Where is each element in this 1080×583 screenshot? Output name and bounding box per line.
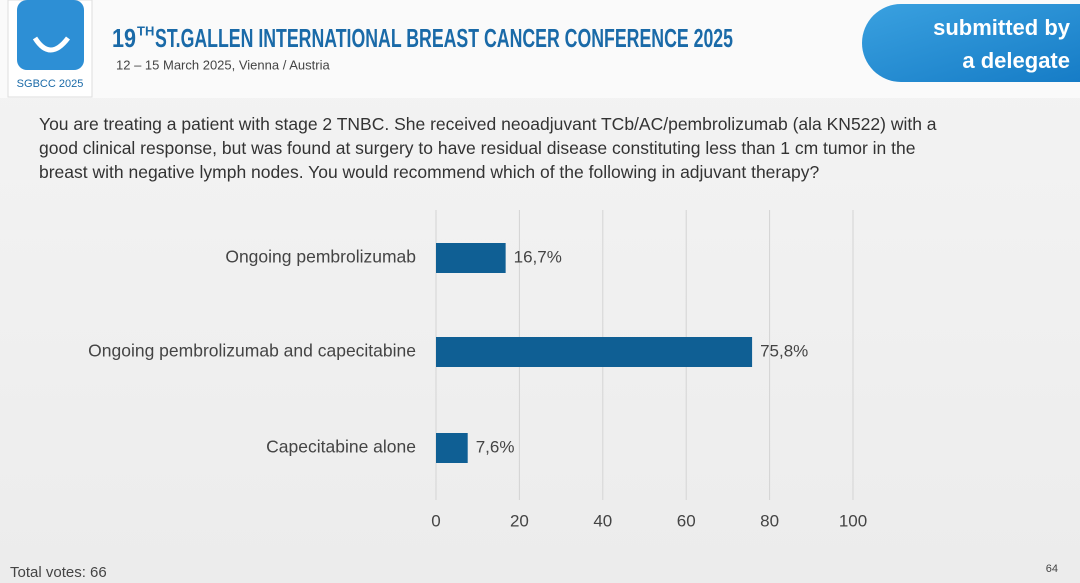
page-number: 64 — [1046, 563, 1058, 575]
bar — [436, 243, 506, 273]
y-tick-label: Capecitabine alone — [266, 437, 416, 457]
badge-line: a delegate — [962, 48, 1070, 73]
total-votes: Total votes: 66 — [10, 564, 107, 581]
title: ST.GALLEN INTERNATIONAL BREAST CANCER CO… — [155, 23, 733, 53]
logo-text: SGBCC 2025 — [17, 78, 84, 90]
logo-swoosh — [32, 36, 70, 53]
x-tick-label: 60 — [677, 511, 696, 530]
value-label: 75,8% — [760, 341, 808, 360]
title-number: 19 — [112, 23, 136, 53]
x-tick-label: 0 — [431, 511, 440, 530]
y-tick-label: Ongoing pembrolizumab and capecitabine — [88, 341, 416, 361]
badge — [862, 4, 1080, 82]
logo-icon — [17, 0, 84, 70]
x-tick-label: 20 — [510, 511, 529, 530]
x-tick-label: 100 — [839, 511, 867, 530]
x-tick-label: 40 — [593, 511, 612, 530]
value-label: 7,6% — [476, 437, 515, 456]
value-label: 16,7% — [514, 247, 562, 266]
title-suffix: TH — [137, 23, 154, 38]
badge-line: submitted by — [933, 15, 1071, 40]
y-tick-label: Ongoing pembrolizumab — [225, 247, 416, 267]
bar — [436, 433, 468, 463]
question: You are treating a patient with stage 2 … — [39, 114, 937, 182]
bar — [436, 337, 753, 367]
subtitle: 12 – 15 March 2025, Vienna / Austria — [116, 57, 330, 72]
x-tick-label: 80 — [760, 511, 779, 530]
